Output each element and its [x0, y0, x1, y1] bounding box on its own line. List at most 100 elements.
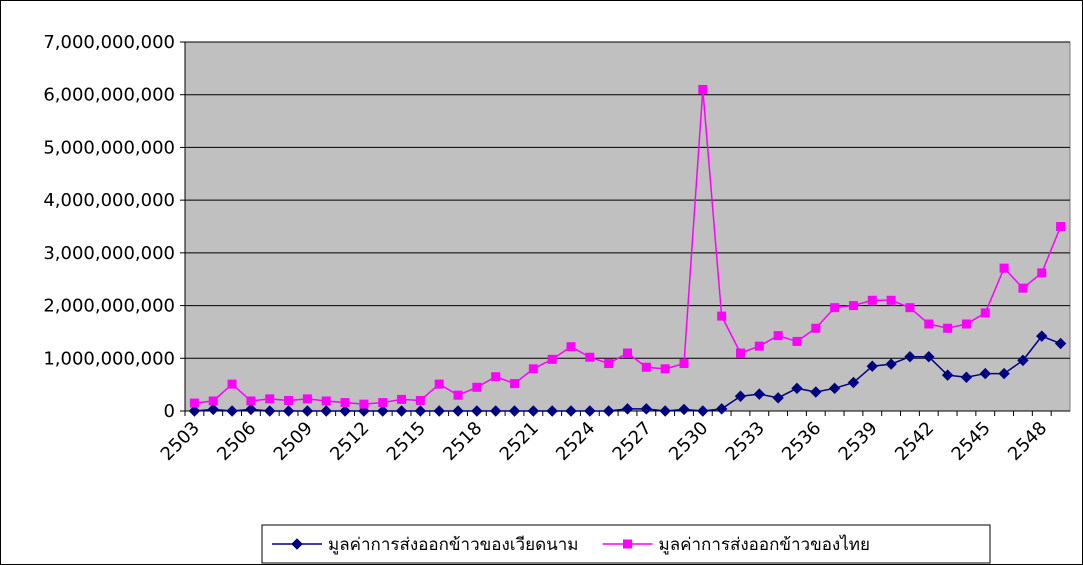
data-point: [528, 364, 538, 374]
data-point: [961, 319, 971, 329]
data-point: [923, 350, 935, 363]
data-point: [546, 405, 558, 417]
data-point: [1056, 222, 1066, 231]
y-tick-label: 1,000,000,000: [43, 348, 175, 369]
data-point: [415, 395, 425, 405]
data-point: [698, 84, 708, 94]
data-point: [754, 341, 764, 351]
data-point: [491, 372, 501, 382]
data-point: [811, 323, 821, 333]
data-point: [848, 301, 858, 311]
data-point: [585, 352, 595, 362]
legend-marker: [291, 538, 303, 550]
data-point: [414, 405, 427, 417]
data-point: [246, 396, 256, 406]
data-point: [284, 395, 294, 405]
data-point: [641, 362, 651, 372]
data-point: [678, 403, 690, 416]
data-point: [208, 396, 218, 406]
data-point: [378, 398, 388, 408]
data-point: [659, 405, 671, 417]
y-tick-label: 5,000,000,000: [43, 137, 175, 158]
data-point: [489, 405, 502, 417]
data-point: [885, 358, 897, 370]
data-point: [302, 394, 312, 404]
data-point: [1037, 268, 1047, 278]
data-point: [566, 342, 576, 352]
data-point: [734, 390, 747, 402]
data-point: [397, 394, 407, 404]
y-tick-label: 7,000,000,000: [43, 32, 175, 53]
data-point: [227, 379, 237, 389]
data-point: [792, 336, 802, 346]
data-point: [245, 403, 257, 416]
data-point: [886, 295, 896, 305]
data-point: [979, 367, 991, 380]
data-point: [999, 263, 1009, 273]
data-point: [828, 382, 841, 395]
data-point: [510, 379, 520, 389]
legend-marker: [622, 539, 632, 549]
data-point: [433, 405, 445, 417]
data-point: [866, 360, 878, 372]
legend-label: มูลค่าการส่งออกข้าวของไทย: [658, 534, 869, 555]
data-point: [773, 331, 783, 341]
data-point: [1018, 283, 1028, 293]
data-point: [847, 376, 860, 389]
data-point: [998, 367, 1010, 380]
data-point: [527, 405, 540, 417]
y-tick-label: 4,000,000,000: [43, 190, 175, 211]
data-point: [810, 386, 822, 398]
data-point: [453, 390, 463, 400]
data-point: [924, 319, 934, 329]
data-point: [735, 348, 745, 358]
data-point: [339, 405, 351, 417]
data-point: [508, 405, 521, 417]
data-point: [943, 323, 953, 333]
data-point: [697, 405, 709, 417]
data-point: [565, 405, 577, 417]
data-point: [395, 405, 408, 417]
data-point: [960, 371, 973, 383]
data-point: [602, 405, 615, 417]
data-point: [717, 311, 727, 321]
data-point: [715, 403, 728, 415]
data-point: [226, 405, 238, 417]
data-point: [980, 308, 990, 318]
data-point: [679, 359, 689, 369]
data-point: [604, 359, 614, 369]
data-point: [377, 405, 389, 417]
data-point: [359, 399, 369, 409]
data-point: [301, 405, 314, 417]
data-point: [472, 382, 482, 392]
data-point: [188, 405, 201, 417]
data-point: [1036, 330, 1048, 342]
data-point: [547, 354, 557, 364]
data-point: [867, 295, 877, 305]
data-point: [941, 369, 954, 381]
data-point: [905, 303, 915, 313]
data-point: [1017, 354, 1029, 367]
data-point: [621, 403, 634, 415]
y-tick-label: 3,000,000,000: [43, 243, 175, 264]
data-point: [189, 398, 199, 408]
data-point: [471, 405, 483, 417]
data-point: [265, 394, 275, 404]
data-point: [753, 388, 766, 400]
data-point: [207, 403, 219, 416]
data-point: [904, 350, 916, 363]
data-point: [452, 405, 464, 417]
data-point: [772, 392, 784, 404]
data-point: [340, 398, 350, 408]
y-tick-label: 2,000,000,000: [43, 296, 175, 317]
data-point: [623, 348, 632, 358]
y-tick-label: 6,000,000,000: [43, 85, 175, 106]
data-point: [791, 382, 803, 395]
data-point: [830, 303, 840, 313]
data-point: [282, 405, 295, 417]
data-point: [264, 405, 276, 417]
y-tick-label: 0: [164, 401, 175, 422]
data-point: [584, 405, 596, 417]
data-point: [320, 405, 332, 417]
